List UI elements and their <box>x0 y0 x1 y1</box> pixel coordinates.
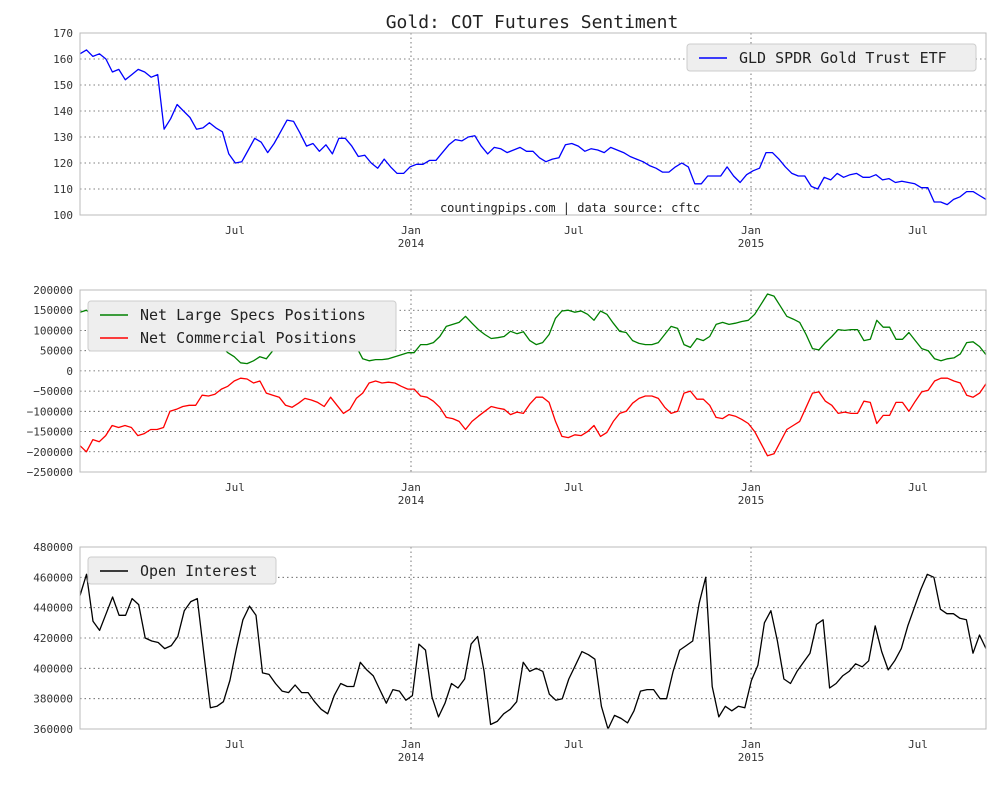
y-tick-label: 50000 <box>40 345 73 358</box>
legend-label: Net Large Specs Positions <box>140 306 366 324</box>
y-tick-label: −200000 <box>27 446 73 459</box>
x-tick-year-label: 2014 <box>398 494 425 507</box>
y-tick-label: 160 <box>53 53 73 66</box>
y-tick-label: −250000 <box>27 466 73 479</box>
x-tick-year-label: 2014 <box>398 751 425 764</box>
y-tick-label: 120 <box>53 157 73 170</box>
y-tick-label: 420000 <box>33 632 73 645</box>
legend-box <box>87 556 277 585</box>
y-tick-label: 170 <box>53 27 73 40</box>
x-tick-label: Jan <box>741 481 761 494</box>
source-note: countingpips.com | data source: cftc <box>440 201 700 215</box>
y-tick-label: 100 <box>53 209 73 222</box>
net-commercial-positions-line <box>79 377 987 457</box>
open-interest-line <box>79 573 987 730</box>
y-tick-label: 100000 <box>33 324 73 337</box>
plot-frame <box>79 546 987 730</box>
x-tick-label: Jan <box>401 224 421 237</box>
x-tick-label: Jan <box>741 738 761 751</box>
y-tick-label: 380000 <box>33 693 73 706</box>
x-tick-year-label: 2015 <box>738 751 765 764</box>
x-tick-label: Jul <box>564 224 584 237</box>
y-tick-label: 150000 <box>33 304 73 317</box>
x-tick-label: Jul <box>225 738 245 751</box>
legend-label: Net Commercial Positions <box>140 329 357 347</box>
y-tick-label: −100000 <box>27 405 73 418</box>
x-tick-label: Jan <box>401 481 421 494</box>
y-tick-label: 200000 <box>33 284 73 297</box>
x-tick-label: Jul <box>225 481 245 494</box>
y-tick-label: 130 <box>53 131 73 144</box>
legend-label: Open Interest <box>140 562 257 580</box>
x-tick-label: Jul <box>225 224 245 237</box>
x-tick-year-label: 2015 <box>738 237 765 250</box>
net-large-specs-positions-line <box>79 293 987 365</box>
x-tick-year-label: 2014 <box>398 237 425 250</box>
x-tick-label: Jul <box>564 738 584 751</box>
x-tick-label: Jul <box>908 738 928 751</box>
legend: GLD SPDR Gold Trust ETF <box>686 43 977 72</box>
open-interest-panel: 360000 380000 400000 420000 440000 460000 4800… <box>33 541 987 764</box>
plot-frame <box>79 289 987 473</box>
y-tick-label: 480000 <box>33 541 73 554</box>
gld-spdr-gold-trust-etf-line <box>79 49 987 206</box>
x-tick-year-label: 2015 <box>738 494 765 507</box>
x-tick-label: Jul <box>564 481 584 494</box>
net-positions-panel: −250000 −200000 −150000 −100000 −50000 0 50000… <box>27 284 987 507</box>
y-tick-label: −50000 <box>33 385 73 398</box>
y-tick-label: 460000 <box>33 571 73 584</box>
y-tick-label: 0 <box>66 365 73 378</box>
y-tick-label: 150 <box>53 79 73 92</box>
y-tick-label: 110 <box>53 183 73 196</box>
x-tick-label: Jan <box>741 224 761 237</box>
chart-title: Gold: COT Futures Sentiment <box>386 12 679 33</box>
legend-box <box>686 43 977 72</box>
legend-box <box>87 300 397 352</box>
x-tick-label: Jul <box>908 481 928 494</box>
y-tick-label: −150000 <box>27 426 73 439</box>
x-tick-label: Jul <box>908 224 928 237</box>
y-tick-label: 140 <box>53 105 73 118</box>
legend: Net Large Specs Positions Net Commercial … <box>87 300 397 352</box>
legend: Open Interest <box>87 556 277 585</box>
plot-frame <box>79 32 987 216</box>
legend-label: GLD SPDR Gold Trust ETF <box>739 49 947 67</box>
y-tick-label: 440000 <box>33 602 73 615</box>
y-tick-label: 400000 <box>33 662 73 675</box>
x-tick-label: Jan <box>401 738 421 751</box>
y-tick-label: 360000 <box>33 723 73 736</box>
